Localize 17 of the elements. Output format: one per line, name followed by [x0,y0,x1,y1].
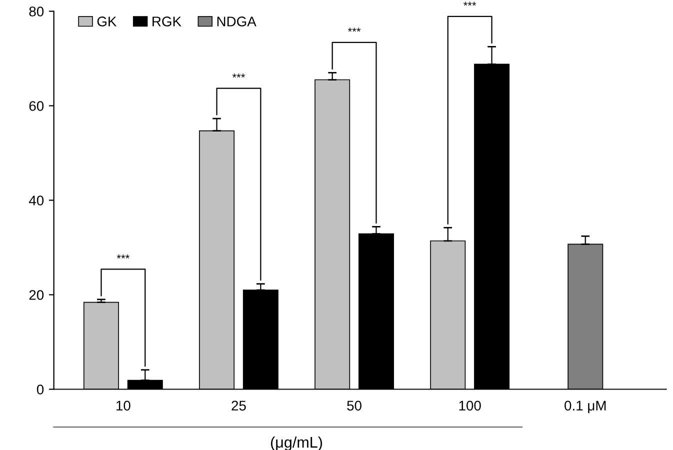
legend-label: RGK [152,16,182,26]
x-tick-label: 25 [232,400,246,411]
y-tick-label: 20 [29,290,44,300]
x-tick-label: 100 [459,400,481,411]
x-tick-label: 0.1 μM [564,400,606,414]
annotation: *** [348,28,361,32]
annotation: *** [232,74,246,78]
y-tick-label: 80 [29,6,44,16]
x-tick-label: 10 [116,400,130,411]
legend-label: NDGA [217,16,256,26]
x-tick-label: 50 [347,400,362,411]
annotation: *** [116,254,130,258]
y-tick-label: 60 [29,101,44,111]
y-tick-label: 40 [28,196,44,206]
text: *** [464,2,476,6]
legend-label: GK [97,16,117,26]
y-tick-label: 0 [36,384,44,394]
